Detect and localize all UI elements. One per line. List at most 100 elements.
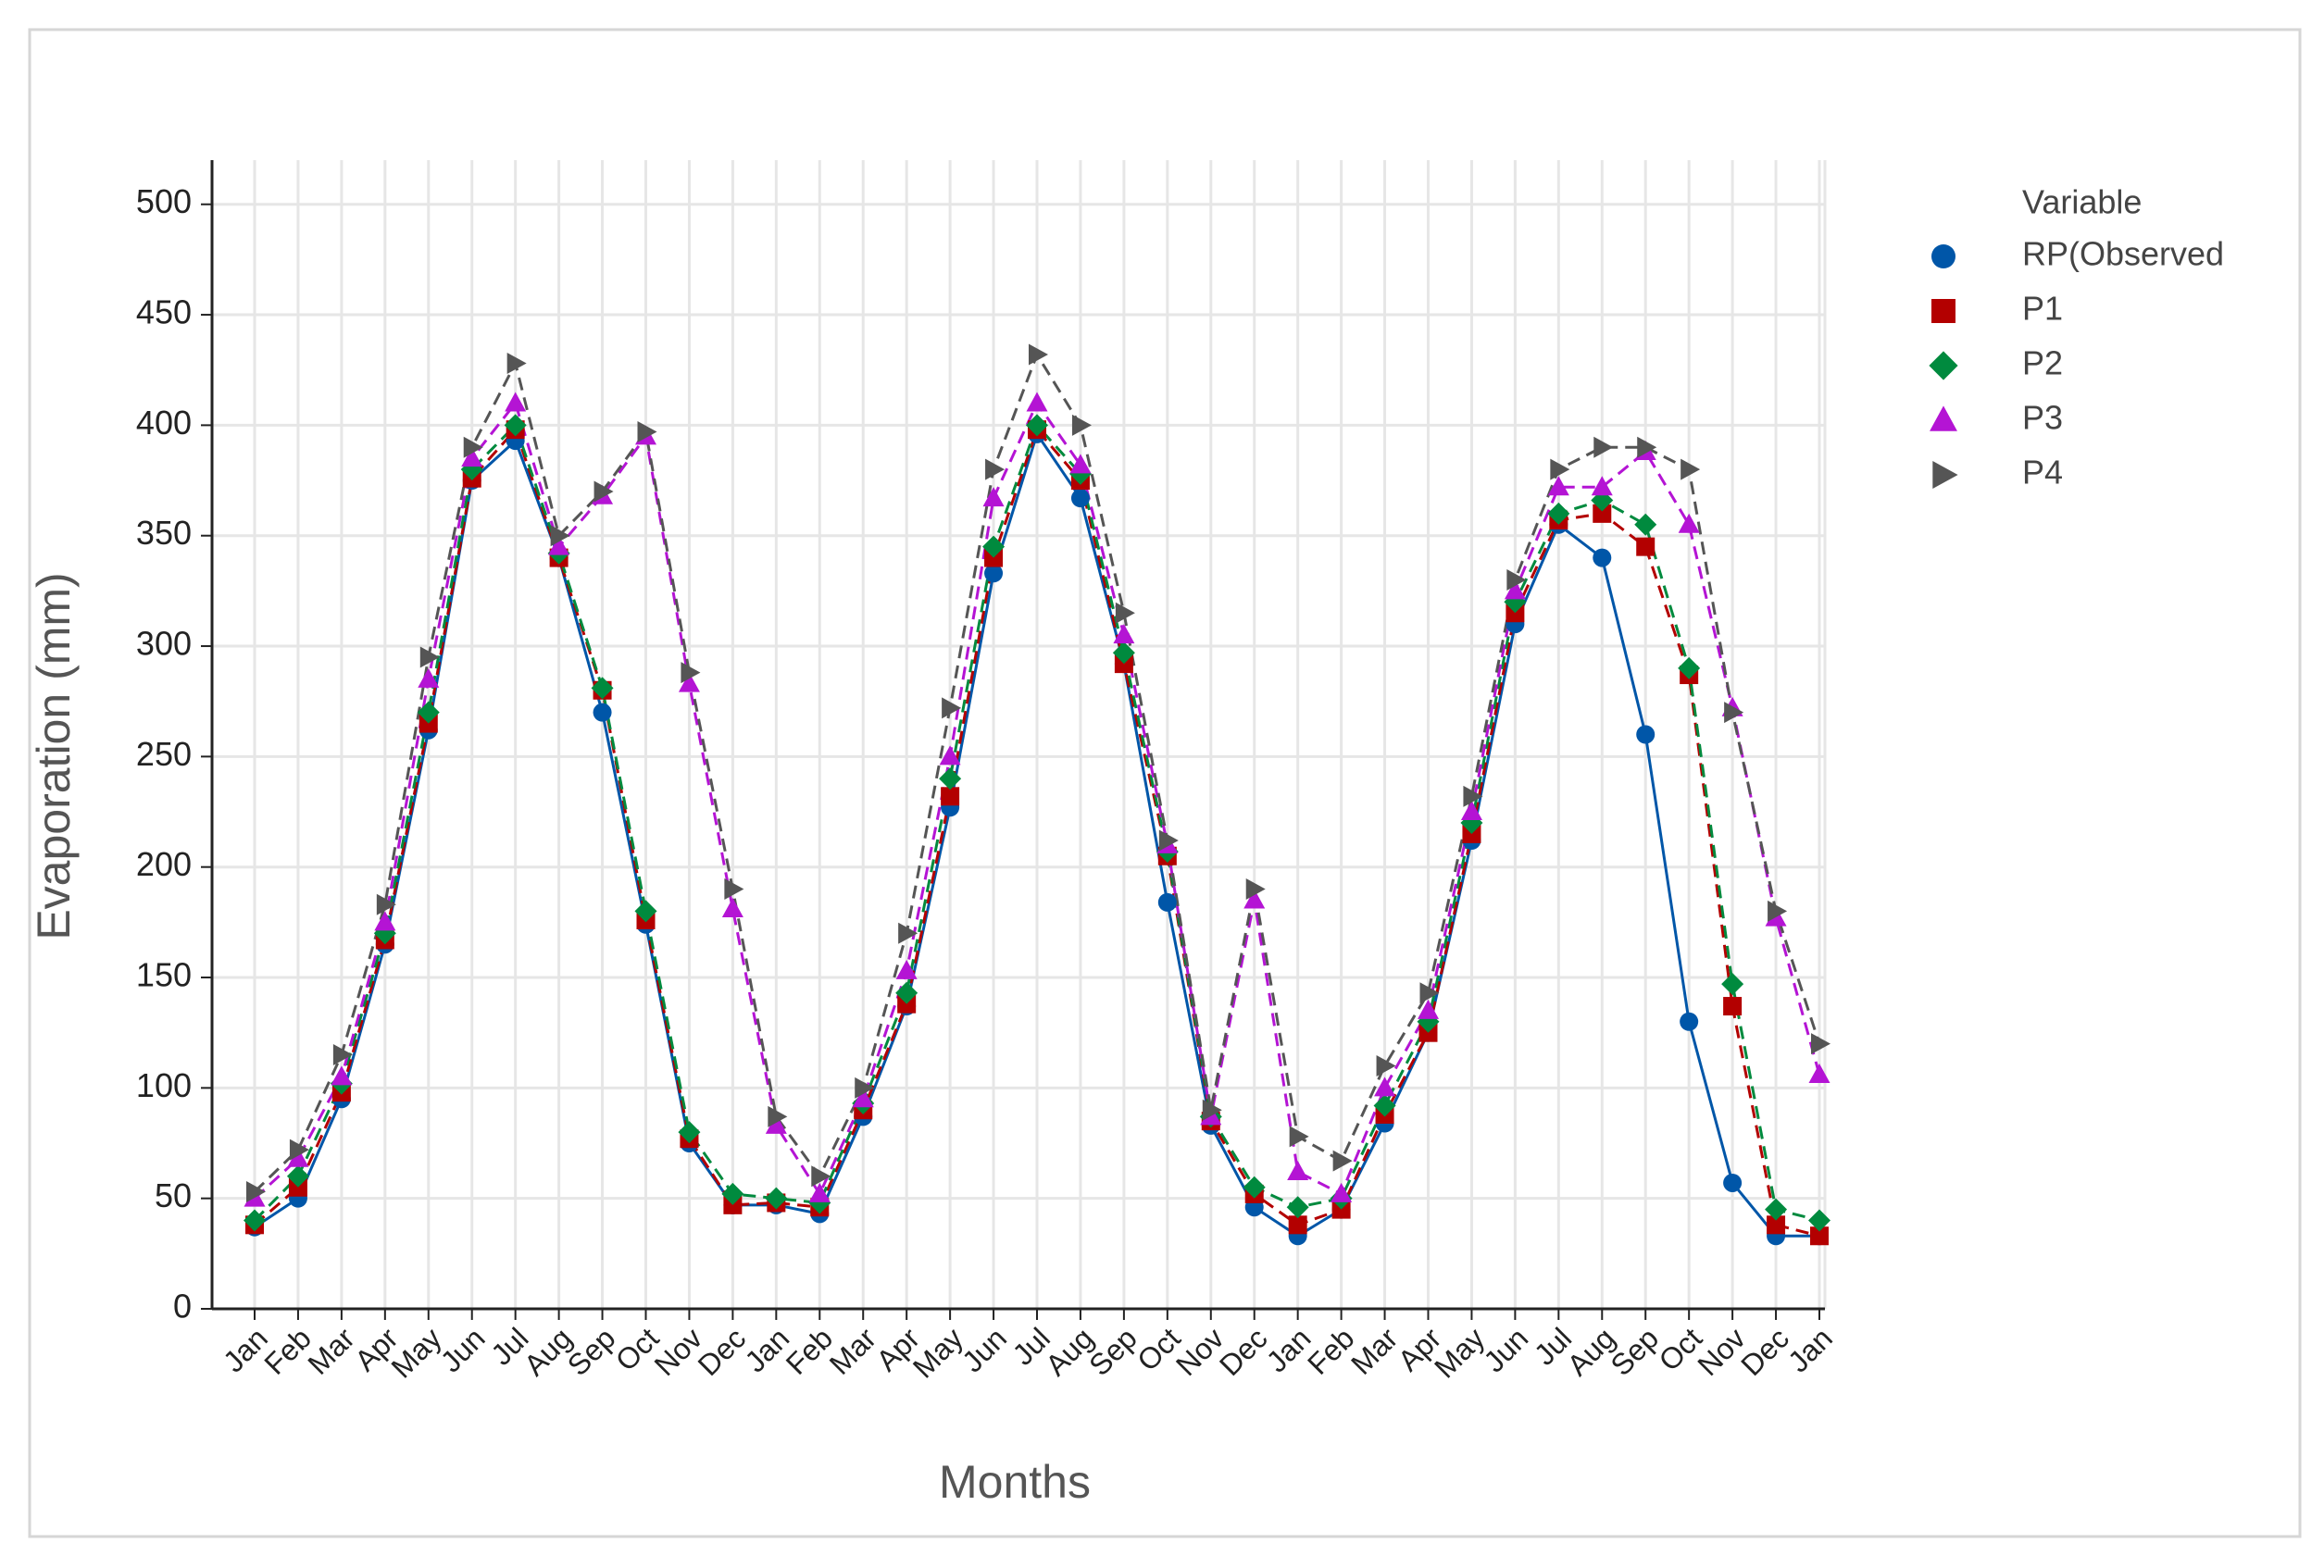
- data-point: [982, 535, 1006, 558]
- legend-marker: [1930, 405, 1957, 431]
- data-point: [418, 667, 440, 688]
- data-point: [721, 898, 743, 918]
- data-point: [1636, 725, 1656, 744]
- data-point: [505, 392, 527, 412]
- data-point: [244, 1209, 266, 1232]
- data-point: [1550, 458, 1570, 480]
- y-tick-label: 350: [136, 514, 192, 552]
- data-point: [331, 1065, 353, 1086]
- data-point: [1374, 1076, 1396, 1097]
- y-tick-label: 50: [155, 1176, 192, 1214]
- data-point: [678, 672, 700, 692]
- y-tick-label: 400: [136, 404, 192, 442]
- data-point: [1547, 476, 1569, 496]
- data-point: [332, 1044, 353, 1066]
- y-tick-label: 450: [136, 293, 192, 331]
- data-point: [1681, 458, 1701, 480]
- data-point: [289, 1139, 309, 1161]
- data-point: [1115, 602, 1135, 624]
- data-point: [768, 1105, 788, 1127]
- legend-label: P3: [2022, 399, 2063, 437]
- data-point: [1593, 548, 1612, 567]
- data-point: [1593, 436, 1614, 458]
- y-tick-label: 250: [136, 735, 192, 773]
- data-point: [1289, 1126, 1309, 1148]
- y-tick-label: 0: [173, 1288, 192, 1325]
- data-point: [1158, 829, 1179, 852]
- data-point: [593, 480, 614, 503]
- data-point: [1460, 801, 1482, 821]
- data-point: [1678, 656, 1701, 679]
- data-point: [1069, 454, 1092, 474]
- data-point: [1286, 1196, 1309, 1219]
- data-point: [1113, 624, 1135, 644]
- legend-label: P2: [2022, 344, 2063, 382]
- data-point: [1243, 1176, 1266, 1199]
- data-point: [942, 697, 962, 719]
- data-point: [417, 701, 440, 724]
- data-point: [939, 745, 961, 765]
- data-point: [463, 436, 483, 458]
- y-tick-label: 100: [136, 1066, 192, 1104]
- data-point: [1112, 641, 1135, 665]
- data-point: [1157, 892, 1177, 912]
- data-point: [1243, 889, 1266, 909]
- data-point: [1288, 1215, 1307, 1235]
- y-axis-title: Evaporation (mm): [28, 572, 80, 940]
- legend-label: P4: [2022, 454, 2063, 492]
- data-point: [808, 1182, 831, 1202]
- data-point: [1811, 1033, 1830, 1055]
- legend-marker: [1931, 299, 1955, 323]
- data-point: [1680, 1012, 1699, 1031]
- data-point: [506, 353, 527, 375]
- data-point: [895, 959, 918, 979]
- legend-label: P1: [2022, 290, 2063, 328]
- data-point: [1463, 785, 1483, 807]
- data-point: [637, 421, 657, 443]
- data-point: [286, 1164, 309, 1188]
- frame: [28, 28, 2302, 1538]
- data-point: [1808, 1064, 1830, 1084]
- legend-title: Variable: [2022, 183, 2142, 221]
- legend-marker: [1932, 461, 1958, 489]
- x-axis-title: Months: [939, 1456, 1091, 1508]
- data-point: [1026, 414, 1048, 437]
- y-tick-label: 500: [136, 182, 192, 220]
- data-point: [898, 922, 918, 944]
- data-point: [593, 703, 612, 722]
- data-point: [985, 458, 1006, 480]
- data-point: [1724, 702, 1744, 724]
- data-point: [852, 1088, 874, 1108]
- data-point: [939, 767, 962, 790]
- data-point: [1765, 1198, 1788, 1221]
- data-point: [1636, 537, 1656, 556]
- data-point: [1721, 973, 1744, 996]
- data-point: [1723, 997, 1743, 1016]
- data-point: [681, 662, 701, 684]
- y-tick-label: 150: [136, 956, 192, 994]
- data-point: [1373, 1094, 1396, 1117]
- data-point: [1591, 476, 1613, 496]
- y-tick-label: 300: [136, 625, 192, 663]
- data-point: [855, 1076, 875, 1099]
- data-point: [1767, 1215, 1786, 1235]
- data-point: [591, 677, 614, 700]
- legend-marker: [1929, 351, 1958, 380]
- data-point: [419, 646, 440, 668]
- data-point: [548, 535, 570, 555]
- data-point: [724, 878, 744, 901]
- y-tick-label: 200: [136, 845, 192, 883]
- data-point: [1808, 1209, 1830, 1232]
- data-point: [1376, 1054, 1396, 1076]
- data-point: [765, 1187, 788, 1210]
- data-point: [1506, 568, 1527, 591]
- data-point: [461, 447, 483, 467]
- data-point: [1070, 489, 1090, 508]
- data-point: [1504, 579, 1526, 600]
- data-point: [941, 787, 960, 806]
- data-point: [550, 525, 570, 547]
- data-point: [634, 900, 657, 923]
- data-point: [678, 1121, 701, 1144]
